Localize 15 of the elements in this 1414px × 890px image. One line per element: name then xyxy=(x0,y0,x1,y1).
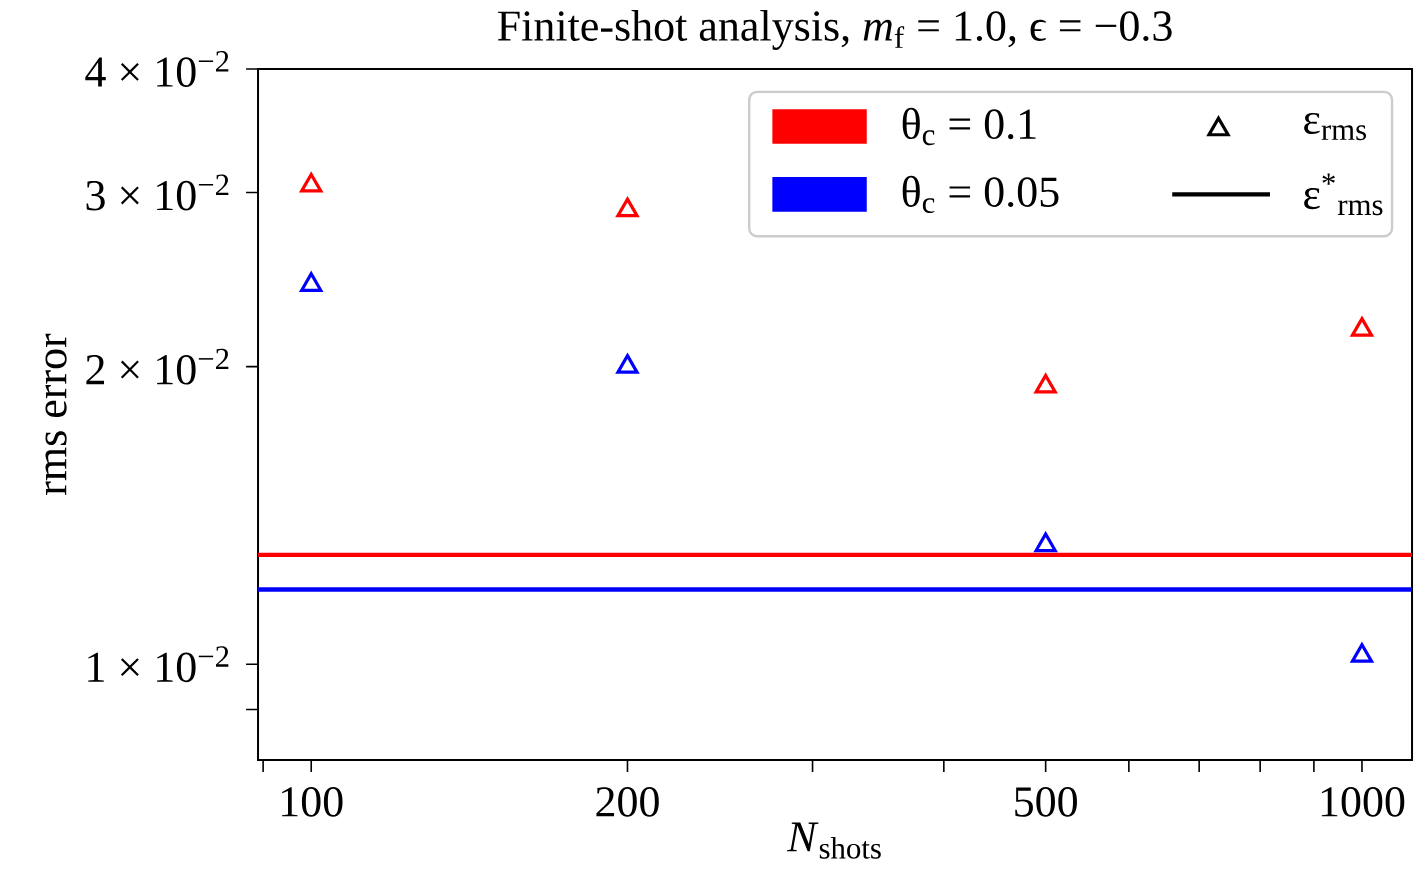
x-tick-label: 200 xyxy=(596,787,659,817)
y-tick-label: 4 × 10$^{−2}$ xyxy=(85,51,229,87)
x-axis-title: N$_{shots}$ xyxy=(786,822,881,859)
x-tick-label: 100 xyxy=(282,787,343,817)
y-tick-label: 2 × 10$^{−2}$ xyxy=(86,348,229,385)
legend-label: θ$_{c}$ = 0.1 xyxy=(902,107,1036,146)
chart-title: Finite-shot analysis, m$_{f}$ = 1.0, ϵ = −0.3 xyxy=(497,9,1172,50)
y-tick-label: 3 × 10$^{−2}$ xyxy=(86,174,229,211)
annotation: ε$_{rms}$ xyxy=(1304,112,1367,141)
annotation: ε$^{*}$rms xyxy=(1304,173,1383,216)
x-tick-label: 1000 xyxy=(1321,787,1405,817)
legend-label: θ$_{c}$ = 0.05 xyxy=(902,175,1059,214)
y-axis-title: rms error xyxy=(45,333,67,495)
y-tick-label: 1 × 10$^{−2}$ xyxy=(88,646,229,683)
x-tick-label: 500 xyxy=(1015,787,1077,817)
